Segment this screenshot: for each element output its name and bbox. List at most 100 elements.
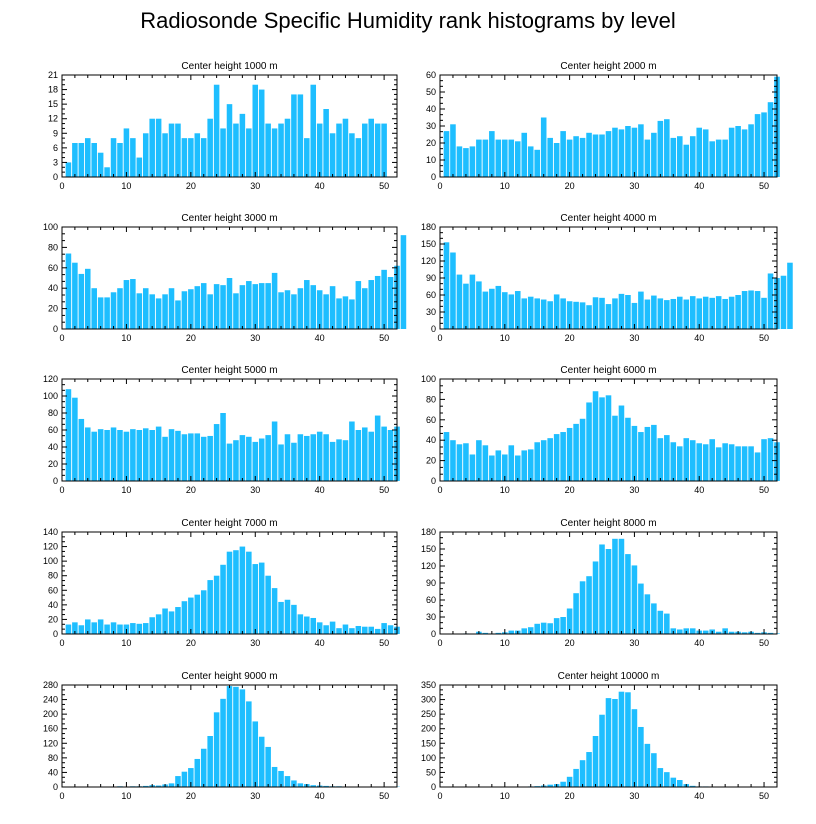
histogram-bar bbox=[168, 288, 175, 329]
histogram-bar bbox=[368, 118, 374, 177]
histogram-bar bbox=[638, 432, 644, 481]
y-tick-label: 240 bbox=[43, 695, 58, 705]
histogram-bar bbox=[387, 430, 394, 481]
histogram-bar bbox=[162, 133, 168, 177]
histogram-bar bbox=[265, 123, 271, 177]
histogram-bar bbox=[323, 294, 329, 329]
histogram-bar bbox=[657, 438, 664, 481]
histogram-bar bbox=[547, 301, 553, 329]
histogram-bar bbox=[728, 444, 735, 481]
histogram-bar bbox=[297, 434, 304, 481]
histogram-bar bbox=[605, 131, 612, 177]
histogram-bar bbox=[709, 297, 715, 329]
histogram-bar bbox=[670, 777, 677, 787]
x-tick-label: 10 bbox=[500, 181, 510, 191]
histogram-bar bbox=[316, 290, 323, 329]
histogram-bar bbox=[586, 752, 592, 787]
x-tick-label: 30 bbox=[629, 791, 639, 801]
histogram-bar bbox=[168, 429, 175, 481]
y-tick-label: 0 bbox=[53, 629, 58, 639]
histogram-bar bbox=[316, 622, 323, 634]
histogram-bar bbox=[612, 698, 618, 787]
histogram-bar bbox=[469, 146, 476, 177]
histogram-bar bbox=[355, 138, 362, 177]
histogram-bar bbox=[181, 138, 188, 177]
y-tick-label: 20 bbox=[48, 614, 58, 624]
histogram-bar bbox=[754, 632, 761, 634]
histogram-bar bbox=[188, 433, 194, 481]
histogram-bar bbox=[605, 304, 612, 329]
histogram-bar bbox=[443, 432, 450, 481]
histogram-bar bbox=[553, 434, 560, 481]
histogram-bar bbox=[651, 132, 657, 177]
histogram-bar bbox=[592, 391, 599, 481]
panel-title: Center height 6000 m bbox=[560, 365, 656, 376]
y-tick-label: 30 bbox=[426, 612, 436, 622]
histogram-bar bbox=[560, 432, 566, 481]
histogram-bar bbox=[78, 143, 85, 177]
x-tick-label: 50 bbox=[759, 485, 769, 495]
histogram-bar bbox=[65, 253, 72, 329]
histogram-bar bbox=[547, 438, 553, 481]
histogram-bar bbox=[374, 123, 381, 177]
histogram-bar bbox=[534, 298, 540, 329]
histogram-bar bbox=[566, 427, 573, 481]
histogram-bar bbox=[342, 118, 349, 177]
histogram-bar bbox=[78, 418, 85, 481]
histogram-bar bbox=[149, 294, 155, 329]
x-tick-label: 10 bbox=[500, 333, 510, 343]
histogram-bar bbox=[482, 445, 489, 481]
histogram-bar bbox=[284, 118, 291, 177]
histogram-bar bbox=[213, 424, 220, 481]
histogram-bar bbox=[374, 628, 381, 634]
histogram-bar bbox=[534, 149, 540, 177]
y-tick-label: 3 bbox=[53, 157, 58, 167]
histogram-bar bbox=[702, 444, 709, 481]
histogram-bar bbox=[323, 625, 329, 634]
histogram-bar bbox=[123, 128, 130, 177]
histogram-bar bbox=[168, 783, 175, 787]
histogram-bar bbox=[271, 588, 278, 634]
histogram-bar bbox=[476, 281, 482, 329]
panel-title: Center height 10000 m bbox=[558, 671, 660, 682]
y-tick-label: 350 bbox=[421, 680, 436, 690]
histogram-bar bbox=[368, 280, 374, 329]
y-tick-label: 150 bbox=[421, 738, 436, 748]
histogram-bar bbox=[443, 242, 450, 329]
histogram-bar bbox=[657, 768, 664, 787]
y-tick-label: 6 bbox=[53, 143, 58, 153]
histogram-bar bbox=[767, 438, 774, 481]
histogram-bar bbox=[508, 139, 515, 177]
x-tick-label: 20 bbox=[186, 181, 196, 191]
histogram-bar bbox=[149, 617, 155, 634]
y-tick-label: 80 bbox=[48, 408, 58, 418]
panel-title: Center height 9000 m bbox=[181, 671, 277, 682]
histogram-bar bbox=[284, 434, 291, 481]
histogram-bar bbox=[284, 776, 291, 787]
histogram-bar bbox=[573, 136, 579, 177]
histogram-bar bbox=[508, 630, 515, 634]
y-tick-label: 100 bbox=[43, 222, 58, 232]
histogram-bar bbox=[297, 783, 304, 787]
histogram-panel: Center height 1000 m 0 10 20 30 40 50 0 3 6 9 12 15 1… bbox=[48, 61, 398, 191]
histogram-bar bbox=[246, 128, 252, 177]
x-tick-label: 20 bbox=[565, 333, 575, 343]
histogram-bar bbox=[625, 417, 631, 481]
histogram-bar bbox=[72, 262, 78, 329]
histogram-bar bbox=[618, 405, 625, 481]
histogram-bar bbox=[136, 157, 143, 177]
histogram-bar bbox=[748, 124, 754, 177]
histogram-bar bbox=[207, 580, 213, 634]
histogram-bar bbox=[638, 583, 644, 634]
x-tick-label: 30 bbox=[250, 638, 260, 648]
x-tick-label: 20 bbox=[565, 181, 575, 191]
histogram-bar bbox=[329, 621, 336, 634]
histogram-bar bbox=[220, 285, 226, 329]
y-tick-label: 80 bbox=[426, 394, 436, 404]
histogram-bar bbox=[310, 785, 317, 787]
y-tick-label: 120 bbox=[43, 738, 58, 748]
histogram-bar bbox=[149, 430, 155, 481]
x-tick-label: 20 bbox=[186, 485, 196, 495]
histogram-bar bbox=[527, 449, 534, 481]
y-tick-label: 0 bbox=[431, 629, 436, 639]
